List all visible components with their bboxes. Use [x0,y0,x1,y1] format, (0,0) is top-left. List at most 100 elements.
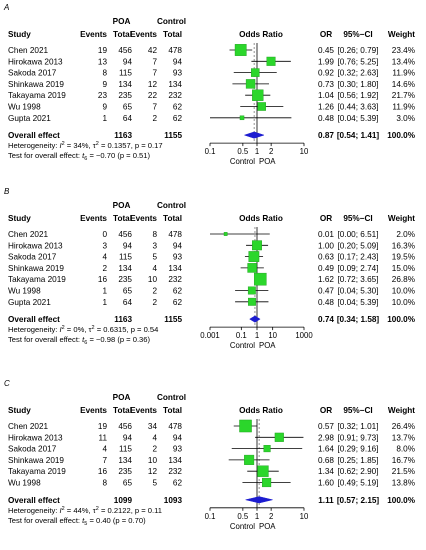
study-square [253,272,267,286]
study-square [244,454,255,465]
control-total: 94 [173,57,183,66]
axis-label-poa: POA [259,522,276,531]
header-control-group: Control [157,17,186,26]
study-square [252,89,264,101]
poa-events: 1 [102,298,107,307]
study-square [239,115,245,121]
heterogeneity-prefix: Heterogeneity: [8,506,60,515]
poa-events: 11 [99,433,108,442]
control-events: 3 [152,241,157,250]
control-events: 4 [152,264,157,273]
poa-events: 8 [102,479,107,488]
poa-events: 1 [102,114,107,123]
i2-value: = 44%, τ [65,506,96,515]
poa-total: 65 [123,287,133,296]
control-total: 93 [173,445,183,454]
study-name: Shinkawa 2019 [8,456,64,465]
poa-total: 115 [119,69,132,78]
overall-effect-label: Overall effect [8,315,60,324]
study-name: Gupta 2021 [8,114,51,123]
overall-test-value: = −0.98 (p = 0.36) [87,335,150,344]
control-events: 12 [148,80,158,89]
odds-ratio-value: 1.60 [318,479,334,488]
study-square [247,286,256,295]
x-tick-label: 0.1 [205,512,216,521]
i2-value: = 0%, τ [65,325,92,334]
x-tick-label: 1000 [295,331,313,340]
poa-total: 64 [123,298,133,307]
t-subscript: 6 [84,156,87,162]
overall-test-text: Test for overall effect: t5 = 0.40 (p = … [8,516,146,527]
study-weight: 13.7% [392,433,415,442]
study-weight: 3.0% [396,114,415,123]
control-total: 232 [168,91,182,100]
study-name: Takayama 2019 [8,91,66,100]
odds-ratio-value: 2.98 [318,433,334,442]
control-total: 134 [168,80,182,89]
axis-label-poa: POA [259,157,276,166]
odds-ratio-value: 0.47 [318,287,334,296]
overall-weight: 100.0% [387,496,415,505]
poa-events: 3 [102,241,107,250]
control-total: 62 [173,114,183,123]
header-ci: 95%−CI [343,30,372,39]
poa-total: 235 [118,275,132,284]
header-poa-total: Total [113,30,132,39]
header-or: OR [320,30,332,39]
header-or: OR [320,214,332,223]
study-name: Shinkawa 2019 [8,80,64,89]
study-square [266,56,276,66]
poa-total: 235 [118,91,132,100]
heterogeneity-text: Heterogeneity: I2 = 34%, τ2 = 0.1357, p … [8,141,163,150]
control-events: 5 [152,253,157,262]
overall-diamond [243,131,265,139]
header-or: OR [320,406,332,415]
t-subscript: 6 [84,340,87,346]
control-total: 232 [168,275,182,284]
study-weight: 26.4% [392,422,415,431]
control-events: 7 [152,57,157,66]
odds-ratio-value: 1.00 [318,241,334,250]
study-weight: 26.8% [392,275,415,284]
confidence-interval: [0.26; 0.79] [338,46,379,55]
header-study: Study [8,406,31,415]
study-square [234,44,247,56]
poa-events: 13 [98,57,108,66]
tau-value: = 0.2122, p = 0.11 [99,506,162,515]
confidence-interval: [0.20; 5.09] [338,241,379,250]
control-events: 10 [148,456,158,465]
confidence-interval: [0.62; 2.90] [338,467,379,476]
poa-total: 134 [118,264,132,273]
study-name: Sakoda 2017 [8,445,57,454]
confidence-interval: [0.76; 5.25] [338,57,379,66]
header-control-total: Total [163,30,182,39]
study-name: Sakoda 2017 [8,253,57,262]
i2-symbol: I [60,141,63,150]
header-poa-total: Total [113,214,132,223]
control-total: 232 [168,467,182,476]
study-square [239,419,252,433]
control-total: 94 [173,241,183,250]
tau-exponent: 2 [96,506,99,512]
study-weight: 11.9% [392,103,415,112]
confidence-interval: [0.25; 1.85] [338,456,379,465]
header-poa-group: POA [113,201,131,210]
x-tick-label: 1 [255,512,259,521]
confidence-interval: [0.29; 9.16] [338,445,379,454]
i2-symbol: I [60,325,63,334]
poa-total: 94 [123,433,133,442]
control-events: 8 [152,230,157,239]
x-tick-label: 0.1 [205,147,216,156]
header-control-group: Control [157,201,186,210]
header-poa-events: Events [80,214,107,223]
overall-test-text: Test for overall effect: t6 = −0.70 (p =… [8,151,151,162]
overall-odds-ratio: 0.87 [318,131,334,140]
study-square [252,240,262,251]
odds-ratio-value: 0.63 [318,253,334,262]
i2-symbol: I [60,506,63,515]
control-total: 478 [168,230,182,239]
header-odds-ratio: Odds Ratio [239,406,283,415]
study-name: Chen 2021 [8,230,49,239]
confidence-interval: [0.32; 1.01] [338,422,379,431]
